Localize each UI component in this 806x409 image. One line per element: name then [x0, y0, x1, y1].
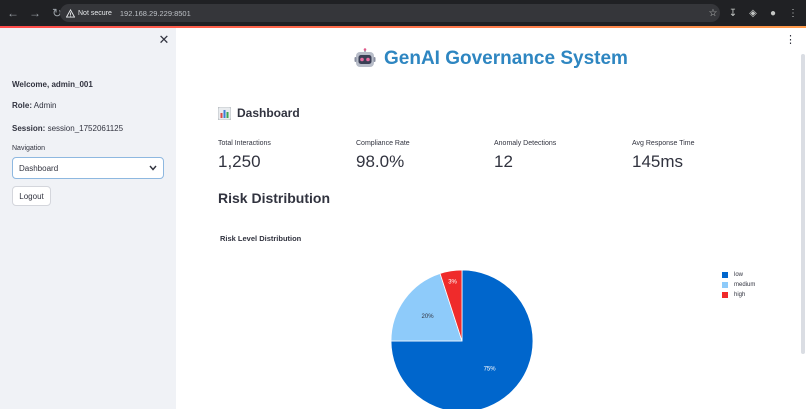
navigation-label: Navigation: [12, 145, 46, 152]
metric-total-interactions: Total Interactions 1,250: [218, 140, 271, 172]
session-text: Session: session_1752061125: [12, 124, 123, 133]
chart-legend: low medium high: [722, 270, 755, 300]
address-bar[interactable]: Not secure 192.168.29.229:8501: [60, 4, 720, 22]
logout-button[interactable]: Logout: [12, 186, 51, 206]
pie-slice-high[interactable]: [439, 269, 463, 342]
metric-value: 145ms: [632, 152, 684, 171]
pie-label-high: 3%: [448, 279, 457, 285]
legend-item-high[interactable]: high: [722, 290, 755, 300]
pie-label-low: 75%: [484, 367, 497, 373]
close-sidebar-icon[interactable]: ✕: [158, 32, 170, 47]
url-text[interactable]: 192.168.29.229:8501: [119, 8, 191, 18]
scrollbar[interactable]: [801, 54, 805, 354]
welcome-text: Welcome, admin_001: [12, 80, 93, 89]
sidebar: ✕ Welcome, admin_001 Role: Admin Session…: [0, 28, 176, 409]
main-content: ⋮ GenAI Governance System Dashboard Tota…: [176, 28, 806, 409]
session-value: session_1752061125: [47, 124, 124, 133]
metric-value: 98.0%: [356, 152, 405, 171]
legend-label: low: [734, 272, 744, 278]
navigation-selected-value: Dashboard: [19, 163, 59, 173]
dashboard-heading: Dashboard: [218, 106, 300, 120]
pie-slice-medium[interactable]: [390, 272, 463, 342]
security-indicator[interactable]: Not secure: [66, 8, 112, 18]
extensions-icon[interactable]: ◈: [749, 7, 757, 19]
profile-icon[interactable]: ●: [769, 7, 777, 19]
metric-label: Total Interactions: [218, 140, 271, 147]
back-icon[interactable]: ←: [7, 6, 19, 20]
legend-label: high: [734, 292, 746, 298]
download-icon[interactable]: ↧: [728, 7, 738, 19]
chart-title: Risk Level Distribution: [220, 234, 302, 243]
reload-icon[interactable]: ↻: [51, 6, 63, 20]
metric-label: Compliance Rate: [356, 140, 410, 147]
welcome-username: admin_001: [51, 80, 93, 89]
legend-swatch: [722, 292, 728, 298]
legend-swatch: [722, 272, 728, 278]
pie-label-medium: 20%: [422, 314, 435, 320]
browser-menu-icon[interactable]: ⋮: [788, 7, 798, 19]
metric-label: Avg Response Time: [632, 140, 695, 147]
metric-label: Anomaly Detections: [494, 140, 557, 147]
legend-label: medium: [734, 282, 756, 288]
chevron-down-icon: [149, 165, 157, 171]
metric-compliance-rate: Compliance Rate 98.0%: [356, 140, 410, 172]
welcome-prefix: Welcome,: [12, 80, 50, 89]
metric-value: 1,250: [218, 152, 261, 171]
bookmark-star-icon[interactable]: ☆: [708, 7, 718, 19]
page-title: GenAI Governance System: [354, 48, 628, 70]
session-label: Session:: [12, 124, 46, 133]
app-menu-icon[interactable]: ⋮: [785, 34, 796, 46]
app-loading-bar: [0, 26, 806, 28]
forward-icon[interactable]: →: [29, 6, 41, 20]
legend-item-low[interactable]: low: [722, 270, 755, 280]
bar-chart-icon: [218, 106, 231, 120]
risk-pie-chart: 75% 20% 3%: [390, 269, 534, 409]
metric-avg-response-time: Avg Response Time 145ms: [632, 140, 695, 172]
dashboard-title: Dashboard: [237, 106, 300, 120]
role-value: Admin: [33, 101, 57, 110]
app-title-text: GenAI Governance System: [384, 48, 628, 69]
metric-value: 12: [494, 152, 513, 171]
legend-swatch: [722, 282, 728, 288]
risk-distribution-heading: Risk Distribution: [218, 190, 331, 206]
warning-icon: [66, 8, 75, 18]
role-text: Role: Admin: [12, 101, 56, 110]
security-label: Not secure: [78, 9, 112, 17]
browser-toolbar: ← → ↻ Not secure 192.168.29.229:8501 ☆ ↧…: [0, 0, 806, 26]
robot-icon: [354, 48, 376, 67]
legend-item-medium[interactable]: medium: [722, 280, 755, 290]
navigation-select[interactable]: Dashboard: [12, 157, 164, 179]
role-label: Role:: [12, 101, 32, 110]
metric-anomaly-detections: Anomaly Detections 12: [494, 140, 556, 172]
